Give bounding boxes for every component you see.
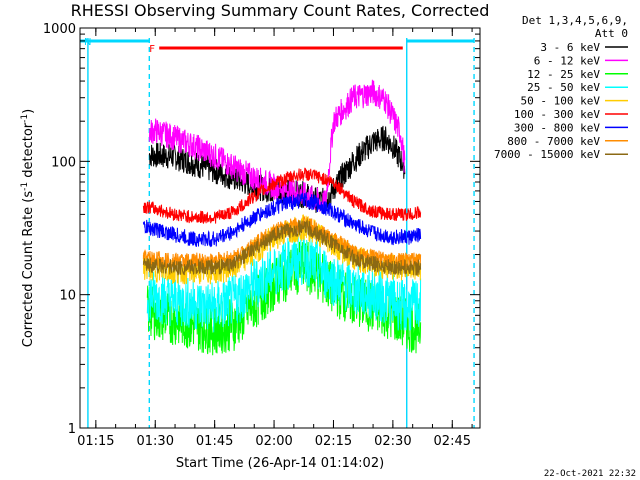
footer-date: 22-Oct-2021 22:32 xyxy=(544,469,636,479)
x-tick-label: 01:15 xyxy=(77,434,114,449)
legend-header-line: Att 0 xyxy=(595,27,628,40)
x-tick-label: 02:00 xyxy=(255,434,292,449)
y-tick-label: 1 xyxy=(68,422,76,437)
legend-label-800-7000-kev: 800 - 7000 keV xyxy=(507,135,600,148)
y-axis-label: Corrected Count Rate (s-1 detector-1) xyxy=(20,109,36,347)
x-axis: 01:15 01:30 01:45 02:00 02:15 02:30 02:45 xyxy=(77,28,473,449)
x-tick-label: 02:30 xyxy=(374,434,411,449)
legend-label-3-6-kev: 3 - 6 keV xyxy=(540,41,600,54)
legend-label-300-800-kev: 300 - 800 keV xyxy=(514,121,600,134)
chart-title: RHESSI Observing Summary Count Rates, Co… xyxy=(71,1,490,20)
legend-label-6-12-kev: 6 - 12 keV xyxy=(534,54,601,67)
x-tick-label: 02:15 xyxy=(315,434,352,449)
x-tick-label: 01:45 xyxy=(196,434,233,449)
flag-label-f: F xyxy=(149,44,155,55)
x-tick-label: 02:45 xyxy=(434,434,471,449)
legend-label-12-25-kev: 12 - 25 keV xyxy=(527,68,600,81)
series-line-300-800-kev xyxy=(142,192,422,248)
legend-header-line: Det 1,3,4,5,6,9, xyxy=(522,14,628,27)
y-tick-label: 10 xyxy=(59,289,76,304)
y-tick-label: 100 xyxy=(51,155,76,170)
series-line-7000-15000-kev xyxy=(142,218,422,276)
plot-frame xyxy=(79,27,481,429)
series-line-100-300-kev xyxy=(142,167,422,224)
legend-label-25-50-kev: 25 - 50 keV xyxy=(527,81,600,94)
legend-label-7000-15000-kev: 7000 - 15000 keV xyxy=(494,148,600,161)
y-tick-label: 1000 xyxy=(43,22,76,37)
x-axis-label: Start Time (26-Apr-14 01:14:02) xyxy=(176,456,384,471)
x-tick-label: 01:30 xyxy=(137,434,174,449)
series-line-25-50-kev xyxy=(146,232,422,333)
y-axis: 1 10 100 1000 xyxy=(43,22,480,437)
legend-label-50-100-kev: 50 - 100 keV xyxy=(521,95,601,108)
series-line-6-12-kev xyxy=(148,79,406,214)
legend-label-100-300-kev: 100 - 300 keV xyxy=(514,108,600,121)
series-layer xyxy=(142,79,422,356)
